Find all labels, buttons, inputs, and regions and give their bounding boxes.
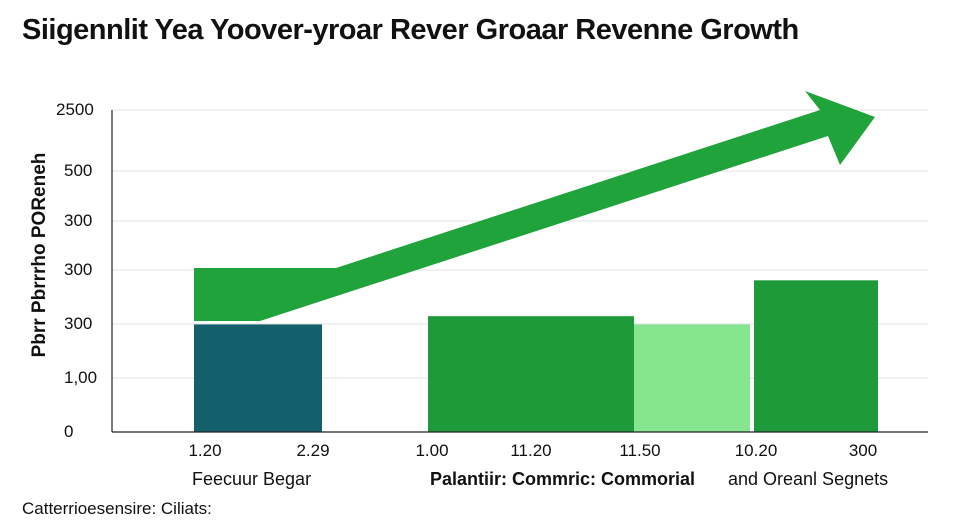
- y-tick-label: 1,00: [64, 368, 98, 387]
- bar: [754, 280, 878, 432]
- y-tick-label: 300: [64, 211, 93, 230]
- x-axis-label-left: Feecuur Begar: [192, 469, 312, 489]
- trend-arrow: [194, 91, 875, 321]
- bar: [194, 324, 322, 432]
- y-tick-label: 300: [64, 314, 93, 333]
- x-tick-label: 1.20: [188, 441, 222, 460]
- x-axis-label-middle: Palantiir: Commric: Commorial: [430, 469, 696, 489]
- x-tick-label: 11.20: [510, 441, 552, 460]
- x-tick-label: 300: [848, 441, 878, 460]
- bar: [428, 316, 634, 432]
- bar: [634, 324, 750, 432]
- y-tick-label: 2500: [56, 100, 94, 119]
- x-axis-label-right: and Oreanl Segnets: [728, 469, 889, 489]
- footnote: Catterrioesensire: Ciliats:: [22, 499, 212, 518]
- x-tick-label: 11.50: [619, 441, 661, 460]
- chart-title: Siigennlit Yea Yoover-yroar Rever Groaar…: [22, 14, 799, 46]
- x-tick-label: 10.20: [734, 441, 778, 460]
- y-tick-label: 500: [64, 161, 93, 180]
- x-tick-label: 1.00: [415, 441, 449, 460]
- x-tick-label: 2.29: [296, 441, 330, 460]
- y-tick-label: 300: [64, 260, 93, 279]
- y-tick-label: 0: [64, 422, 74, 441]
